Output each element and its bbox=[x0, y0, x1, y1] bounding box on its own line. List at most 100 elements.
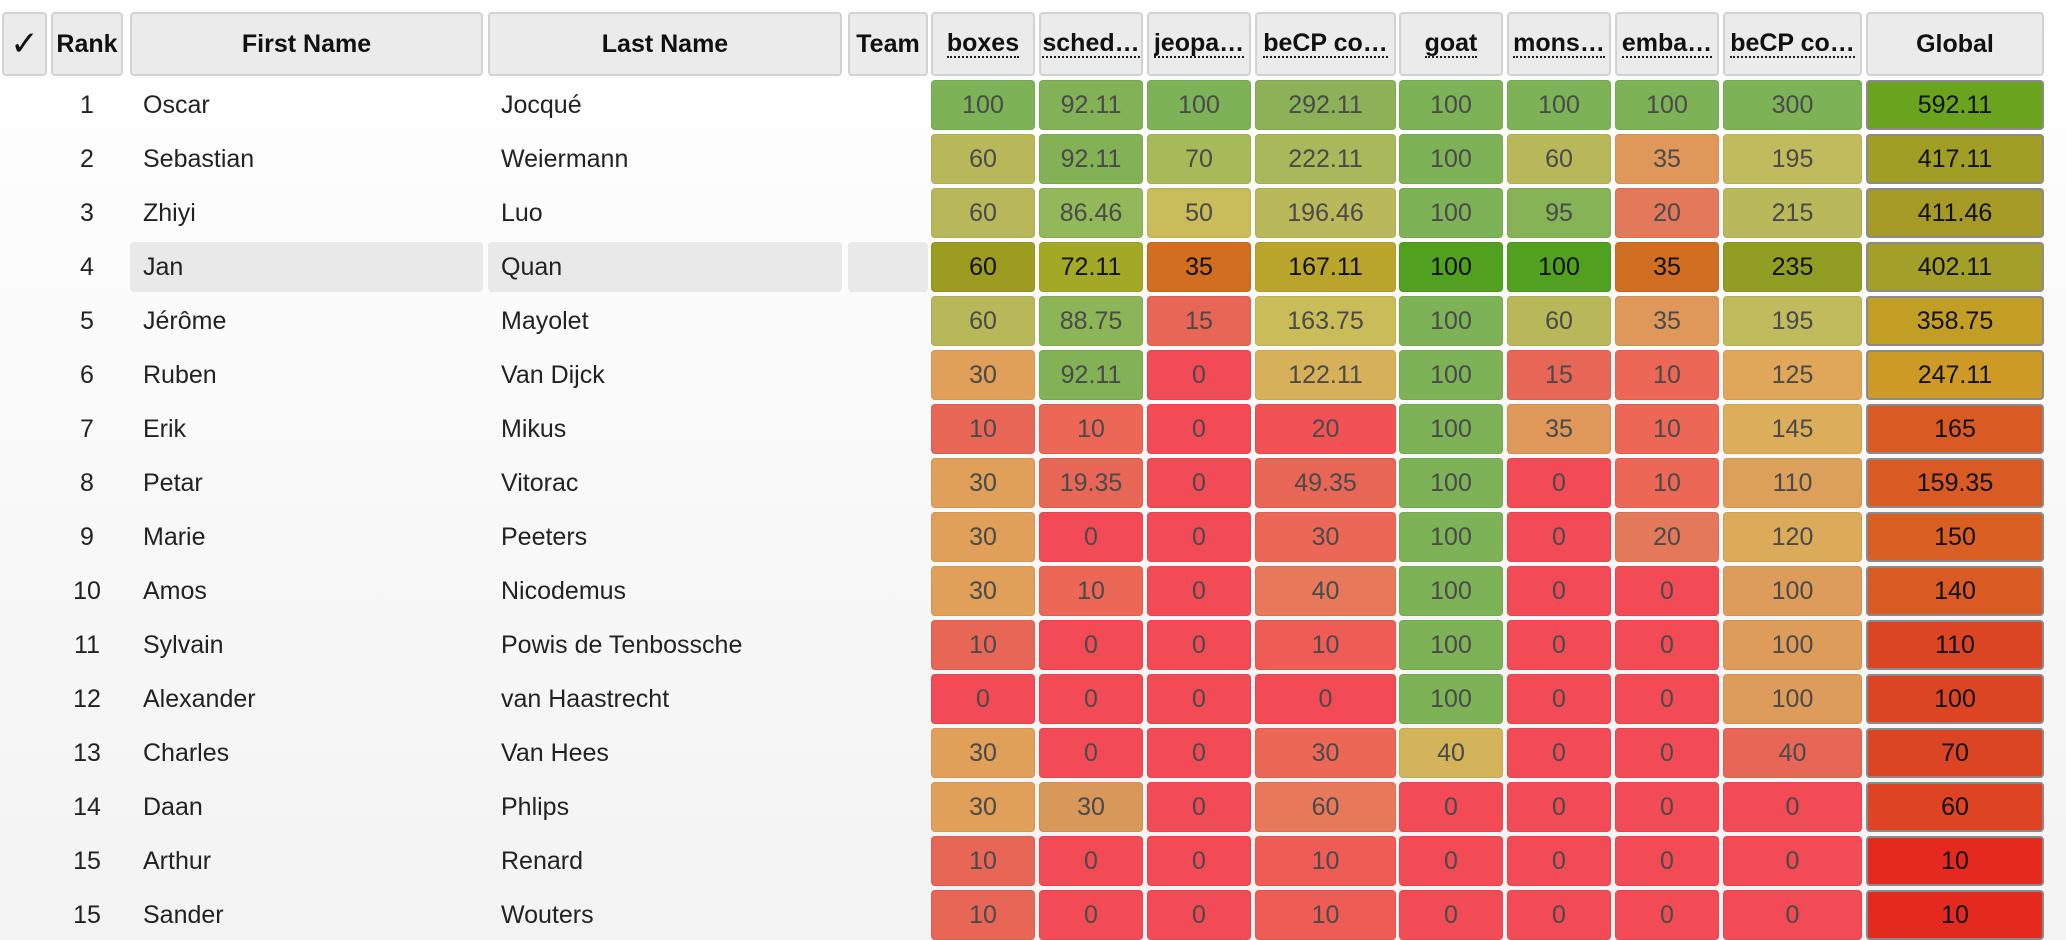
score-cell[interactable]: 92.11 bbox=[1039, 350, 1143, 400]
score-cell[interactable]: 0 bbox=[1399, 782, 1503, 832]
score-cell[interactable]: 10 bbox=[1615, 404, 1719, 454]
score-cell[interactable]: 88.75 bbox=[1039, 296, 1143, 346]
score-cell[interactable]: 30 bbox=[931, 512, 1035, 562]
score-cell[interactable]: 100 bbox=[1723, 620, 1862, 670]
score-cell[interactable]: 60 bbox=[931, 296, 1035, 346]
score-cell[interactable]: 10 bbox=[931, 836, 1035, 886]
last-name-column-header[interactable]: Last Name bbox=[488, 12, 842, 76]
score-cell[interactable]: 35 bbox=[1147, 242, 1251, 292]
score-cell[interactable]: 35 bbox=[1615, 296, 1719, 346]
score-cell[interactable]: 195 bbox=[1723, 296, 1862, 346]
score-cell[interactable]: 95 bbox=[1507, 188, 1611, 238]
score-cell[interactable]: 0 bbox=[1615, 782, 1719, 832]
score-cell[interactable]: 235 bbox=[1723, 242, 1862, 292]
score-cell[interactable]: 0 bbox=[1399, 836, 1503, 886]
score-cell[interactable]: 120 bbox=[1723, 512, 1862, 562]
score-cell[interactable]: 0 bbox=[1147, 836, 1251, 886]
score-cell[interactable]: 10 bbox=[931, 620, 1035, 670]
score-cell[interactable]: 0 bbox=[1615, 566, 1719, 616]
score-cell[interactable]: 0 bbox=[1723, 890, 1862, 940]
score-cell[interactable]: 100 bbox=[1399, 350, 1503, 400]
score-cell[interactable]: 0 bbox=[1039, 620, 1143, 670]
score-cell[interactable]: 30 bbox=[1255, 728, 1396, 778]
score-cell[interactable]: 100 bbox=[1399, 242, 1503, 292]
problem-column-header[interactable]: goat bbox=[1399, 12, 1503, 76]
score-cell[interactable]: 50 bbox=[1147, 188, 1251, 238]
problem-column-header[interactable]: sched… bbox=[1039, 12, 1143, 76]
score-cell[interactable]: 100 bbox=[1399, 80, 1503, 130]
score-cell[interactable]: 0 bbox=[1615, 728, 1719, 778]
score-cell[interactable]: 10 bbox=[1615, 350, 1719, 400]
score-cell[interactable]: 195 bbox=[1723, 134, 1862, 184]
score-cell[interactable]: 30 bbox=[931, 728, 1035, 778]
score-cell[interactable]: 222.11 bbox=[1255, 134, 1396, 184]
score-cell[interactable]: 0 bbox=[1507, 782, 1611, 832]
score-cell[interactable]: 10 bbox=[931, 890, 1035, 940]
score-cell[interactable]: 100 bbox=[1399, 566, 1503, 616]
score-cell[interactable]: 19.35 bbox=[1039, 458, 1143, 508]
score-cell[interactable]: 0 bbox=[1723, 836, 1862, 886]
score-cell[interactable]: 10 bbox=[1615, 458, 1719, 508]
score-cell[interactable]: 30 bbox=[931, 350, 1035, 400]
score-cell[interactable]: 0 bbox=[1147, 404, 1251, 454]
score-cell[interactable]: 292.11 bbox=[1255, 80, 1396, 130]
score-cell[interactable]: 35 bbox=[1507, 404, 1611, 454]
score-cell[interactable]: 0 bbox=[1147, 782, 1251, 832]
score-cell[interactable]: 0 bbox=[1147, 350, 1251, 400]
score-cell[interactable]: 0 bbox=[1147, 620, 1251, 670]
problem-column-header[interactable]: emba… bbox=[1615, 12, 1719, 76]
score-cell[interactable]: 40 bbox=[1723, 728, 1862, 778]
score-cell[interactable]: 125 bbox=[1723, 350, 1862, 400]
score-cell[interactable]: 60 bbox=[1255, 782, 1396, 832]
score-cell[interactable]: 100 bbox=[1507, 242, 1611, 292]
score-cell[interactable]: 0 bbox=[1147, 458, 1251, 508]
problem-column-header[interactable]: beCP co… bbox=[1255, 12, 1396, 76]
score-cell[interactable]: 20 bbox=[1615, 188, 1719, 238]
first-name-column-header[interactable]: First Name bbox=[130, 12, 483, 76]
score-cell[interactable]: 0 bbox=[1039, 836, 1143, 886]
score-cell[interactable]: 0 bbox=[1039, 674, 1143, 724]
select-all-checkbox[interactable]: ✓ bbox=[2, 12, 47, 76]
problem-column-header[interactable]: boxes bbox=[931, 12, 1035, 76]
score-cell[interactable]: 163.75 bbox=[1255, 296, 1396, 346]
global-column-header[interactable]: Global bbox=[1866, 12, 2044, 76]
score-cell[interactable]: 30 bbox=[931, 782, 1035, 832]
score-cell[interactable]: 0 bbox=[1723, 782, 1862, 832]
score-cell[interactable]: 30 bbox=[1255, 512, 1396, 562]
rank-column-header[interactable]: Rank bbox=[51, 12, 123, 76]
score-cell[interactable]: 49.35 bbox=[1255, 458, 1396, 508]
score-cell[interactable]: 0 bbox=[1507, 458, 1611, 508]
score-cell[interactable]: 10 bbox=[1255, 890, 1396, 940]
score-cell[interactable]: 92.11 bbox=[1039, 80, 1143, 130]
score-cell[interactable]: 60 bbox=[931, 134, 1035, 184]
score-cell[interactable]: 0 bbox=[1507, 674, 1611, 724]
score-cell[interactable]: 100 bbox=[1399, 134, 1503, 184]
score-cell[interactable]: 20 bbox=[1255, 404, 1396, 454]
score-cell[interactable]: 72.11 bbox=[1039, 242, 1143, 292]
score-cell[interactable]: 30 bbox=[1039, 782, 1143, 832]
problem-column-header[interactable]: jeopa… bbox=[1147, 12, 1251, 76]
score-cell[interactable]: 0 bbox=[1039, 890, 1143, 940]
score-cell[interactable]: 167.11 bbox=[1255, 242, 1396, 292]
score-cell[interactable]: 20 bbox=[1615, 512, 1719, 562]
score-cell[interactable]: 0 bbox=[1147, 566, 1251, 616]
score-cell[interactable]: 300 bbox=[1723, 80, 1862, 130]
score-cell[interactable]: 0 bbox=[1615, 890, 1719, 940]
score-cell[interactable]: 100 bbox=[1399, 296, 1503, 346]
score-cell[interactable]: 0 bbox=[1507, 890, 1611, 940]
score-cell[interactable]: 122.11 bbox=[1255, 350, 1396, 400]
score-cell[interactable]: 196.46 bbox=[1255, 188, 1396, 238]
score-cell[interactable]: 0 bbox=[1147, 512, 1251, 562]
score-cell[interactable]: 10 bbox=[1255, 836, 1396, 886]
score-cell[interactable]: 100 bbox=[931, 80, 1035, 130]
score-cell[interactable]: 100 bbox=[1723, 674, 1862, 724]
score-cell[interactable]: 100 bbox=[1147, 80, 1251, 130]
score-cell[interactable]: 60 bbox=[1507, 134, 1611, 184]
score-cell[interactable]: 145 bbox=[1723, 404, 1862, 454]
score-cell[interactable]: 86.46 bbox=[1039, 188, 1143, 238]
score-cell[interactable]: 10 bbox=[931, 404, 1035, 454]
score-cell[interactable]: 110 bbox=[1723, 458, 1862, 508]
score-cell[interactable]: 60 bbox=[931, 188, 1035, 238]
score-cell[interactable]: 15 bbox=[1507, 350, 1611, 400]
score-cell[interactable]: 100 bbox=[1399, 188, 1503, 238]
